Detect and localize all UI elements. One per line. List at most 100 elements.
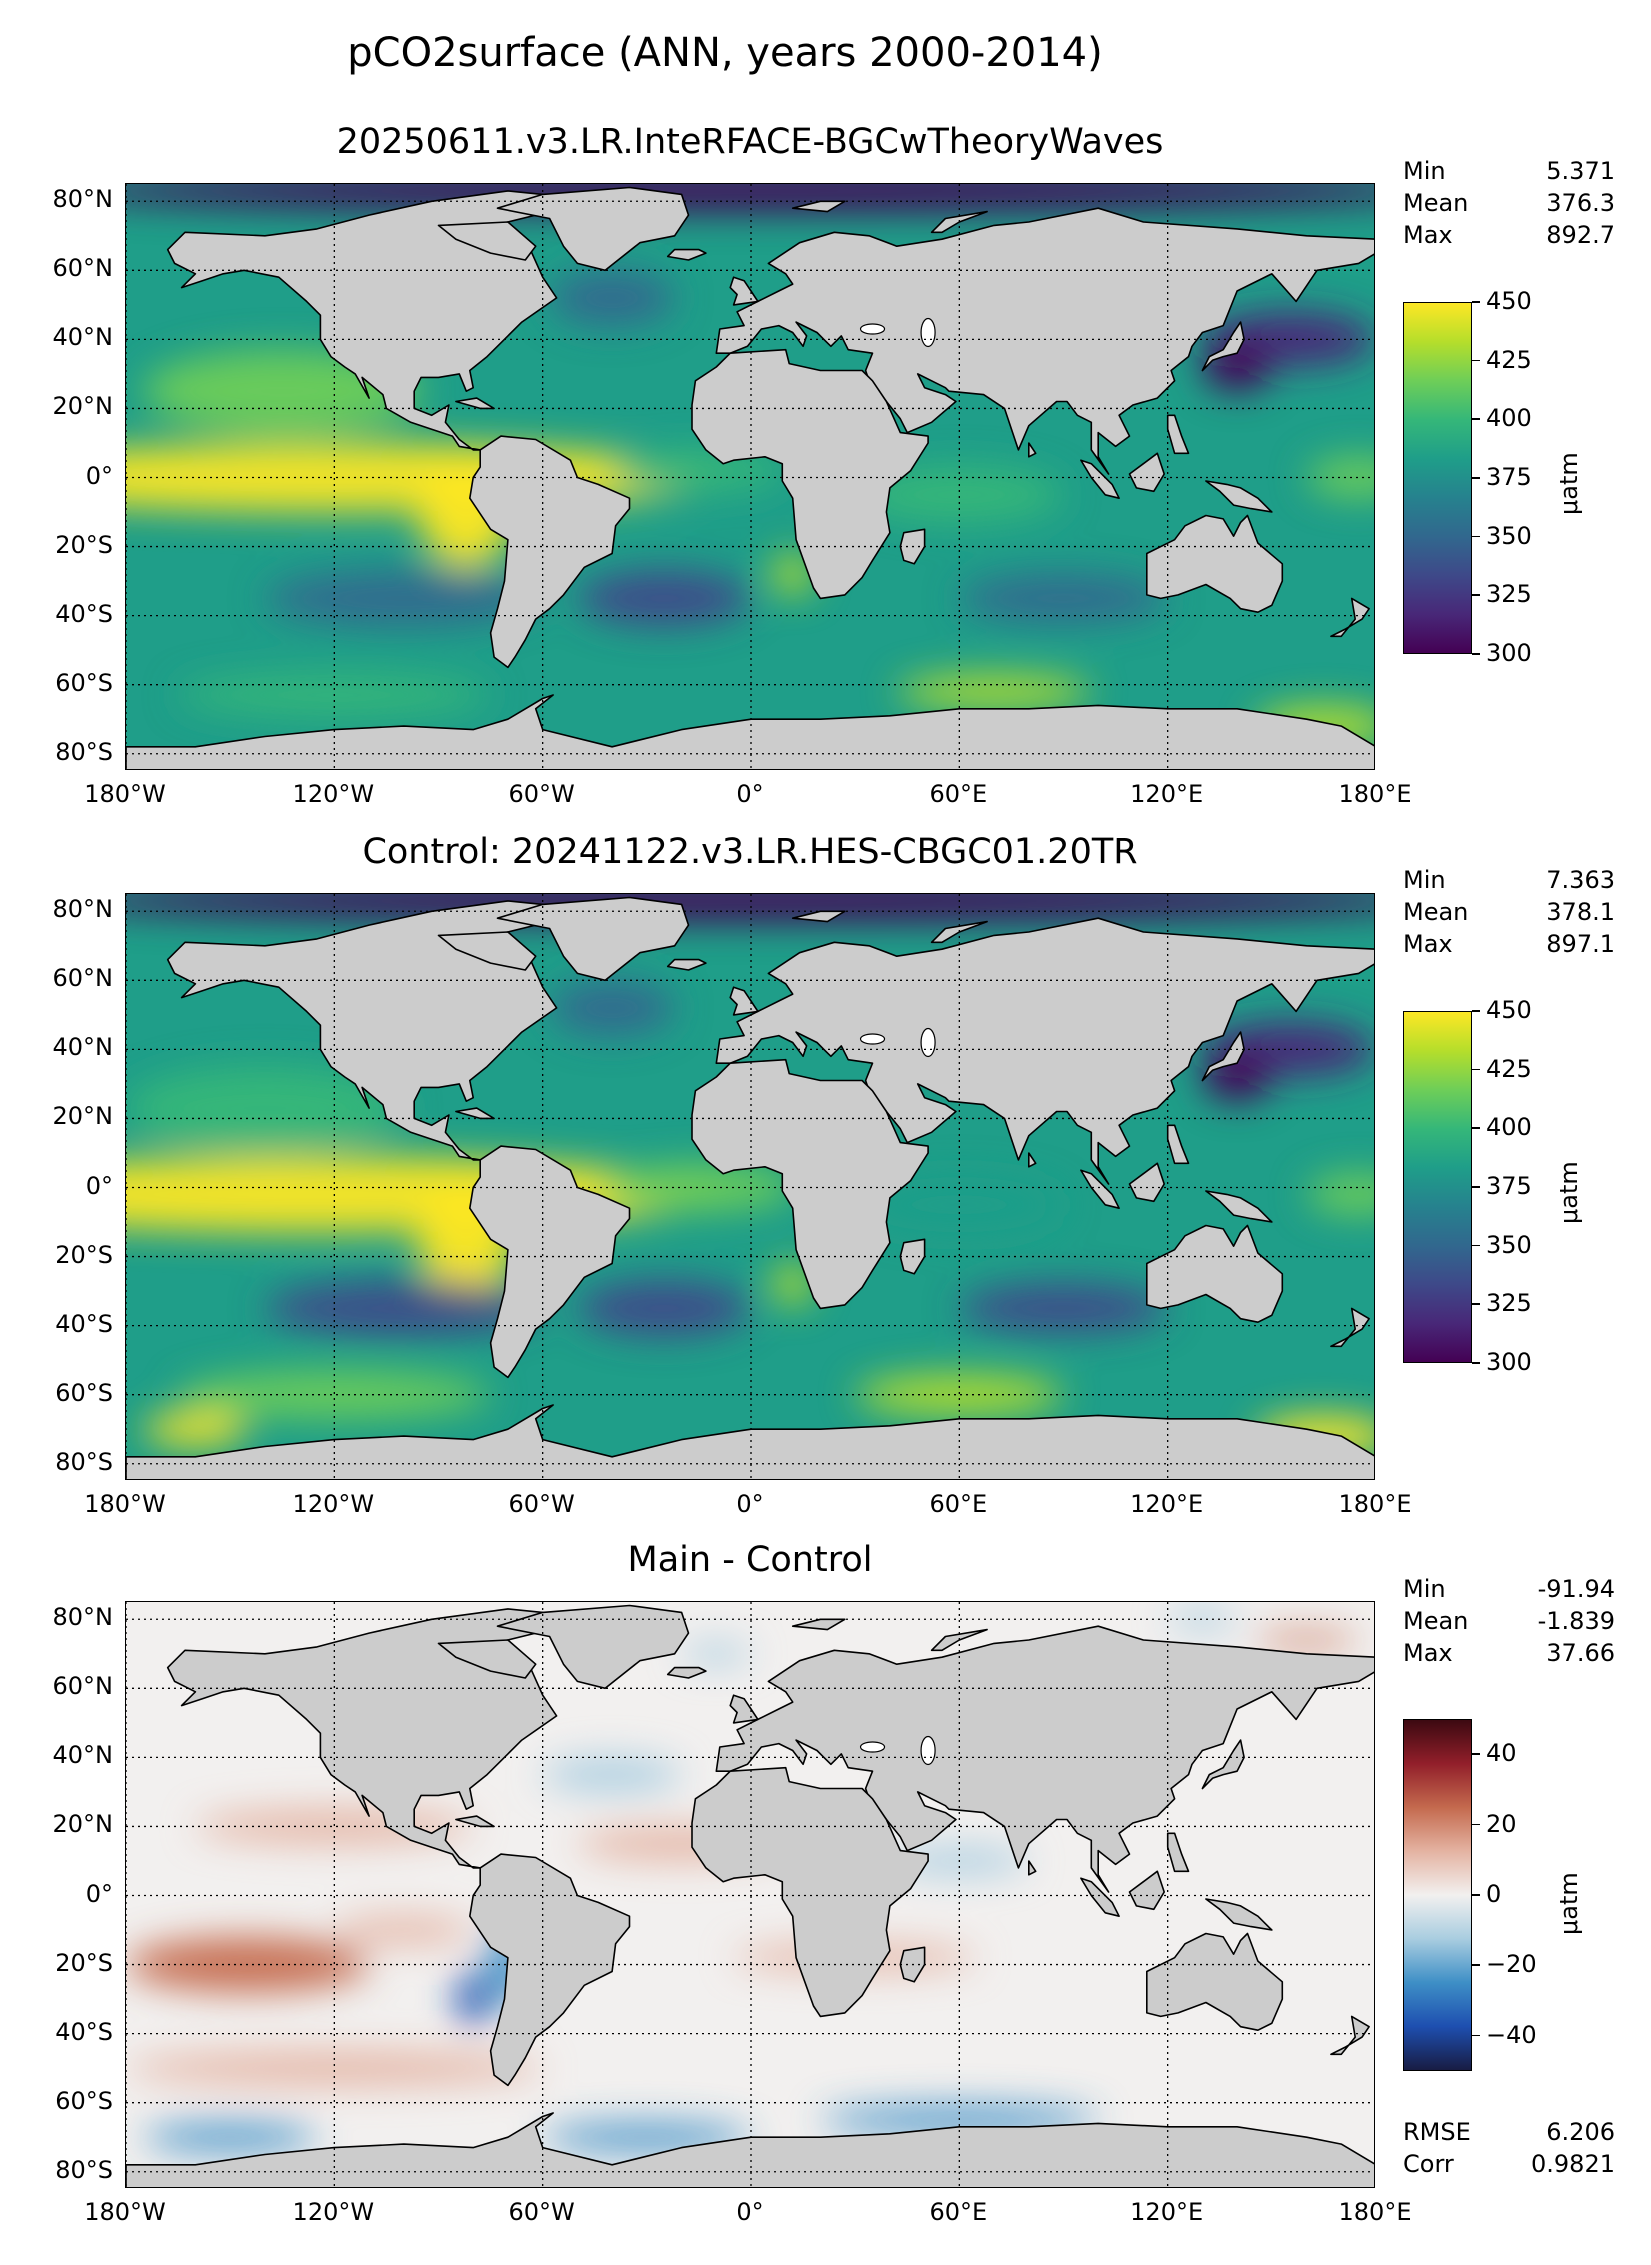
stat-min-value: -91.94 bbox=[1537, 1575, 1615, 1603]
land-baffin bbox=[437, 931, 537, 971]
land-sumatra bbox=[1080, 1877, 1120, 1918]
land-iceland bbox=[666, 1666, 707, 1679]
field-eq-indian bbox=[855, 1177, 1064, 1233]
land-eurasia bbox=[715, 917, 1374, 1185]
stat-mean-value: 378.1 bbox=[1546, 898, 1615, 926]
stat-max-value: 892.7 bbox=[1546, 221, 1615, 249]
field-n-atlantic bbox=[549, 270, 675, 326]
colorbar-tick-mark bbox=[1472, 2034, 1480, 2037]
colorbar-tick-mark bbox=[1472, 301, 1480, 303]
lat-tick-label: 0° bbox=[85, 1879, 113, 1908]
lat-tick-label: 60°S bbox=[55, 1378, 113, 1407]
lat-tick-label: 20°S bbox=[55, 1948, 113, 1977]
land-africa bbox=[691, 348, 929, 600]
lon-tick-label: 0° bbox=[736, 2198, 764, 2226]
land-sri-lanka bbox=[1027, 442, 1037, 458]
field-neg-band bbox=[542, 1757, 682, 1792]
colorbar-tick-label: −20 bbox=[1486, 1950, 1537, 1979]
lat-tick-label: 0° bbox=[85, 461, 113, 490]
lon-tick-label: 60°W bbox=[508, 1490, 575, 1518]
field-neg-band bbox=[681, 1643, 751, 1665]
colorbar-tick-mark bbox=[1472, 1362, 1480, 1364]
land-baffin bbox=[437, 221, 537, 261]
panel-title-control: Control: 20241122.v3.LR.HES-CBGC01.20TR bbox=[362, 832, 1138, 872]
stat-mean-label: Mean bbox=[1403, 1607, 1469, 1635]
stats-diff: Min -91.94 Mean -1.839 Max 37.66 bbox=[1403, 1573, 1615, 1673]
land-japan bbox=[1201, 1739, 1245, 1790]
lat-tick-label: 60°N bbox=[52, 964, 114, 993]
panel-title-main: 20250611.v3.LR.InteRFACE-BGCwTheoryWaves bbox=[336, 122, 1164, 162]
lat-tick-label: 20°S bbox=[55, 530, 113, 559]
colorbar-tick-label: 375 bbox=[1486, 1172, 1532, 1200]
stat-mean-label: Mean bbox=[1403, 189, 1469, 217]
field-pos-band bbox=[1254, 1633, 1359, 1647]
lon-tick-label: 60°E bbox=[929, 1490, 988, 1518]
lon-tick-label: 180°W bbox=[84, 1490, 166, 1518]
land-greenland bbox=[496, 896, 690, 982]
colorbar-tick-mark bbox=[1472, 1127, 1480, 1129]
stat-rmse-label: RMSE bbox=[1403, 2118, 1471, 2146]
field-s-indian bbox=[959, 1284, 1168, 1333]
colorbar-tick-label: 300 bbox=[1486, 1348, 1532, 1376]
field-south-ocean bbox=[896, 674, 1092, 709]
land-australia bbox=[1145, 1224, 1284, 1324]
colorbar-tick-mark bbox=[1472, 1010, 1480, 1012]
land-new-guinea bbox=[1205, 480, 1273, 513]
lon-tick-label: 120°W bbox=[292, 2198, 375, 2226]
land-eurasia bbox=[715, 1625, 1374, 1893]
black-sea bbox=[859, 1741, 886, 1753]
colorbar-control bbox=[1403, 1011, 1472, 1363]
land-borneo bbox=[1128, 452, 1165, 493]
map-panel-main bbox=[125, 183, 1375, 770]
lon-tick-label: 60°W bbox=[508, 780, 575, 808]
land-borneo bbox=[1128, 1162, 1165, 1203]
lon-tick-label: 120°E bbox=[1130, 780, 1204, 808]
colorbar-tick-label: 0 bbox=[1486, 1880, 1502, 1908]
lat-tick-label: 40°N bbox=[52, 1033, 114, 1062]
lat-tick-label: 40°N bbox=[52, 1741, 114, 1770]
field-pos-band bbox=[334, 1916, 474, 1944]
lon-tick-label: 0° bbox=[736, 780, 764, 808]
colorbar-tick-mark bbox=[1472, 1244, 1480, 1247]
stat-max-value: 37.66 bbox=[1546, 1639, 1615, 1667]
land-sumatra bbox=[1080, 459, 1120, 500]
stat-mean-label: Mean bbox=[1403, 898, 1469, 926]
stat-min-label: Min bbox=[1403, 157, 1446, 185]
land-new-guinea bbox=[1205, 1898, 1273, 1931]
land-japan bbox=[1201, 321, 1245, 372]
field-neg-band bbox=[1167, 1608, 1238, 1630]
field-eq-atlantic bbox=[601, 1163, 797, 1212]
colorbar-main bbox=[1403, 302, 1472, 654]
colorbar-tick-mark bbox=[1472, 653, 1480, 655]
colorbar-tick-mark bbox=[1472, 1068, 1480, 1071]
colorbar-label-control: μatm bbox=[1555, 1161, 1583, 1224]
map-plot-main bbox=[126, 184, 1374, 769]
colorbar-tick-label: 350 bbox=[1486, 521, 1532, 550]
lat-tick-label: 40°N bbox=[52, 323, 114, 352]
colorbar-tick-mark bbox=[1472, 1753, 1480, 1755]
land-south-america bbox=[468, 1853, 631, 2087]
colorbar-tick-label: 425 bbox=[1486, 1054, 1532, 1083]
lat-tick-label: 40°S bbox=[55, 599, 113, 628]
map-plot-control bbox=[126, 894, 1374, 1479]
lat-tick-label: 40°S bbox=[55, 2017, 113, 2046]
field-w-pacific-eq bbox=[1306, 456, 1374, 499]
lon-tick-label: 180°E bbox=[1338, 780, 1412, 808]
stat-min-value: 7.363 bbox=[1546, 866, 1615, 894]
black-sea bbox=[859, 323, 886, 335]
land-philippines bbox=[1166, 414, 1190, 455]
field-s-atlantic bbox=[577, 570, 751, 626]
lon-tick-label: 180°E bbox=[1338, 1490, 1412, 1518]
lon-tick-label: 120°E bbox=[1130, 1490, 1204, 1518]
stats-main: Min 5.371 Mean 376.3 Max 892.7 bbox=[1403, 155, 1615, 255]
stat-rmse-value: 6.206 bbox=[1546, 2118, 1615, 2146]
stat-corr-value: 0.9821 bbox=[1531, 2150, 1615, 2178]
colorbar-tick-mark bbox=[1472, 1303, 1480, 1305]
colorbar-tick-mark bbox=[1472, 477, 1480, 479]
lat-tick-label: 80°N bbox=[52, 1603, 114, 1632]
lat-tick-label: 60°S bbox=[55, 2086, 113, 2115]
lat-tick-label: 80°S bbox=[55, 737, 113, 766]
field-benguela bbox=[771, 1263, 814, 1305]
field-s-pacific bbox=[264, 1280, 543, 1336]
colorbar-tick-mark bbox=[1472, 1823, 1480, 1826]
